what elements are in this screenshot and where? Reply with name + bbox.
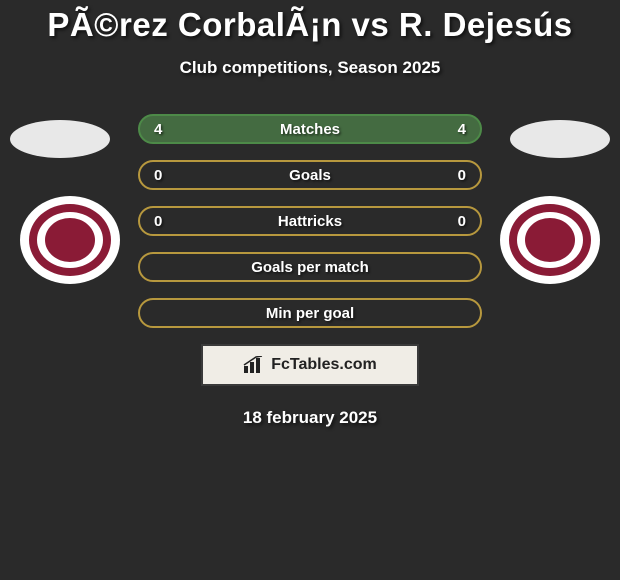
stat-row: 0Hattricks0: [138, 206, 482, 236]
stat-label: Goals per match: [168, 259, 452, 276]
stat-row: 4Matches4: [138, 114, 482, 144]
stat-label: Hattricks: [168, 213, 452, 230]
stat-row: 0Goals0: [138, 160, 482, 190]
club-badge-right: [500, 196, 600, 284]
stat-value-right: 0: [452, 167, 466, 184]
stat-value-right: 4: [452, 121, 466, 138]
page-title: PÃ©rez CorbalÃ¡n vs R. Dejesús: [0, 6, 620, 44]
club-badge-left: [20, 196, 120, 284]
stat-label: Matches: [168, 121, 452, 138]
brand-box[interactable]: FcTables.com: [201, 344, 419, 386]
stat-label: Min per goal: [168, 305, 452, 322]
footer-date: 18 february 2025: [0, 408, 620, 428]
stat-label: Goals: [168, 167, 452, 184]
stats-rows: 4Matches40Goals00Hattricks0Goals per mat…: [138, 114, 482, 328]
stat-value-left: 0: [154, 167, 168, 184]
stat-row: Goals per match: [138, 252, 482, 282]
bar-chart-icon: [243, 356, 265, 374]
brand-text: FcTables.com: [271, 356, 377, 374]
stat-value-right: 0: [452, 213, 466, 230]
comparison-card: PÃ©rez CorbalÃ¡n vs R. Dejesús Club comp…: [0, 0, 620, 580]
player-avatar-right: [510, 120, 610, 158]
stat-row: Min per goal: [138, 298, 482, 328]
stat-value-left: 0: [154, 213, 168, 230]
content-area: 4Matches40Goals00Hattricks0Goals per mat…: [0, 114, 620, 428]
player-avatar-left: [10, 120, 110, 158]
stat-value-left: 4: [154, 121, 168, 138]
subtitle: Club competitions, Season 2025: [0, 58, 620, 78]
